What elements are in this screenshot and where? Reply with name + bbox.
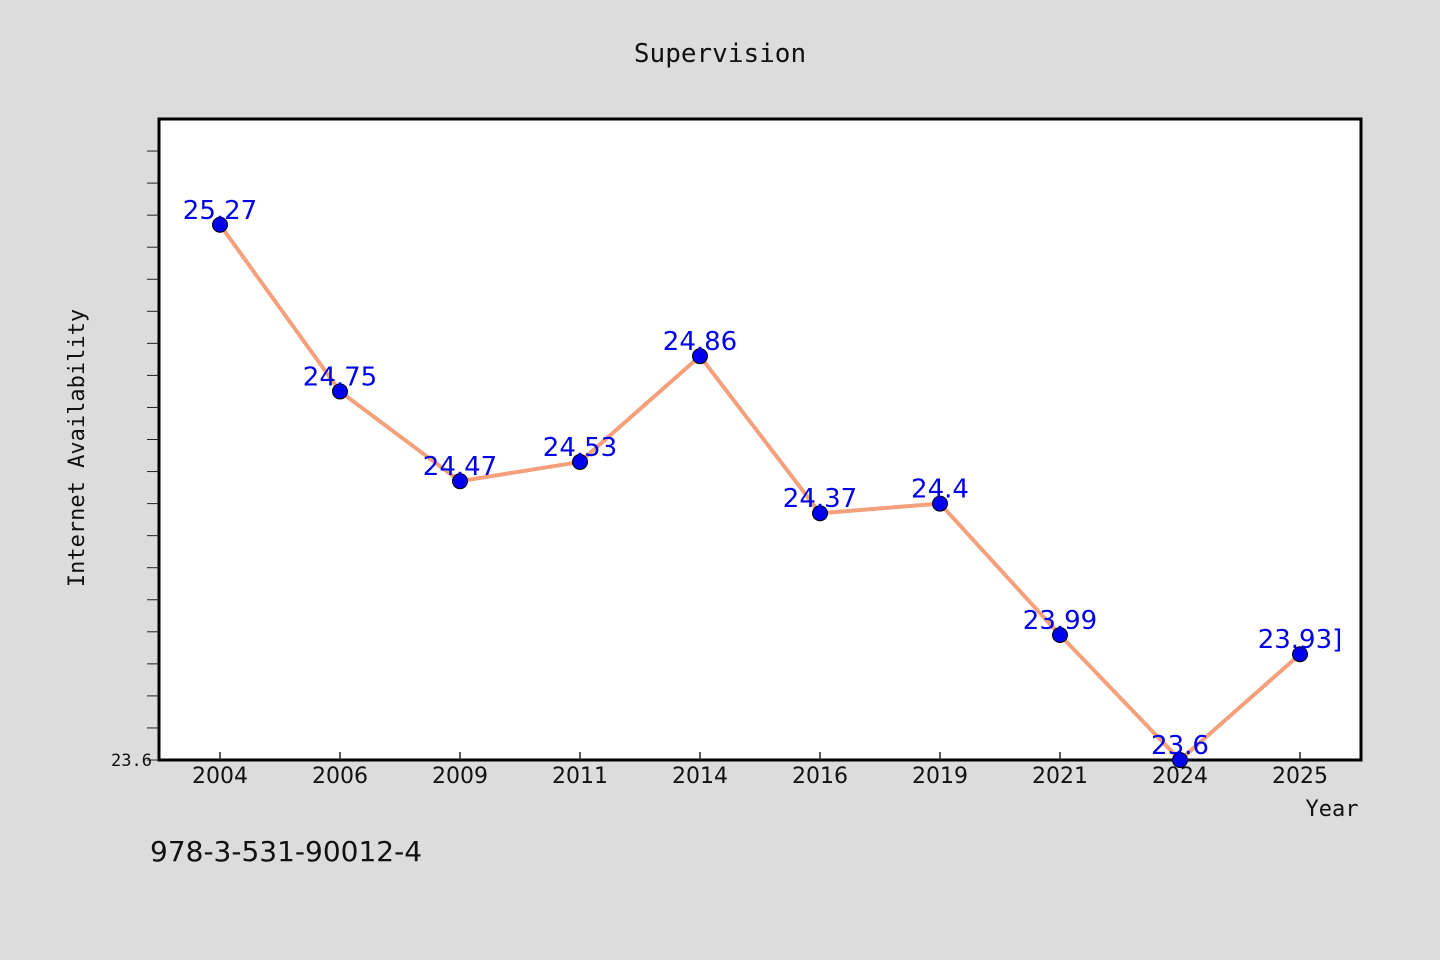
x-tick-label: 2009 <box>432 764 488 789</box>
x-axis-ticks: 2004 2006 2009 2011 2014 2016 2019 2021 2024 2025 <box>192 752 1328 789</box>
data-point-marker <box>932 495 948 512</box>
chart-title: Supervision <box>634 39 806 69</box>
data-label: 24.47 <box>423 452 497 482</box>
series-line <box>218 222 1302 762</box>
data-label: 24.53 <box>543 433 617 463</box>
x-tick-label: 2024 <box>1152 764 1208 789</box>
data-label: 23.93] <box>1258 625 1343 655</box>
x-tick-label: 2021 <box>1032 764 1088 789</box>
data-point-marker <box>1172 752 1188 768</box>
data-label: 24.75 <box>303 362 377 392</box>
y-tick-label: 23.6 <box>111 751 152 771</box>
x-tick-label: 2016 <box>792 764 848 789</box>
data-labels-group: 25.27 24.75 24.47 24.53 24.86 24.37 24.4 23.99 2… <box>183 196 1343 761</box>
data-point-marker <box>1292 646 1308 663</box>
data-label: 23.6 <box>1151 731 1209 761</box>
x-tick-label: 2006 <box>312 764 368 789</box>
data-point-marker <box>692 348 708 365</box>
data-point-marker <box>452 473 468 490</box>
data-point-marker <box>332 383 348 400</box>
x-tick-label: 2011 <box>552 764 608 789</box>
data-point-marker <box>212 216 228 233</box>
x-axis-label: Year <box>1306 797 1359 822</box>
data-point-marker <box>1052 627 1068 644</box>
x-tick-label: 2019 <box>912 764 968 789</box>
x-tick-label: 2004 <box>192 764 248 789</box>
series-line-group <box>212 216 1308 768</box>
data-point-marker <box>812 505 828 522</box>
x-tick-label: 2014 <box>672 764 728 789</box>
y-axis-label: Internet Availability <box>65 309 90 587</box>
x-tick-label: 2025 <box>1272 764 1328 789</box>
data-label: 24.86 <box>663 327 737 357</box>
data-label: 23.99 <box>1023 606 1097 636</box>
data-point-marker <box>572 453 588 470</box>
footnote-isbn: 978-3-531-90012-4 <box>150 835 423 868</box>
y-axis-ticks: 23.6 <box>111 150 159 771</box>
data-label: 25.27 <box>183 196 257 226</box>
data-label: 24.4 <box>911 475 969 505</box>
plot-area <box>157 117 1363 762</box>
data-label: 24.37 <box>783 484 857 514</box>
